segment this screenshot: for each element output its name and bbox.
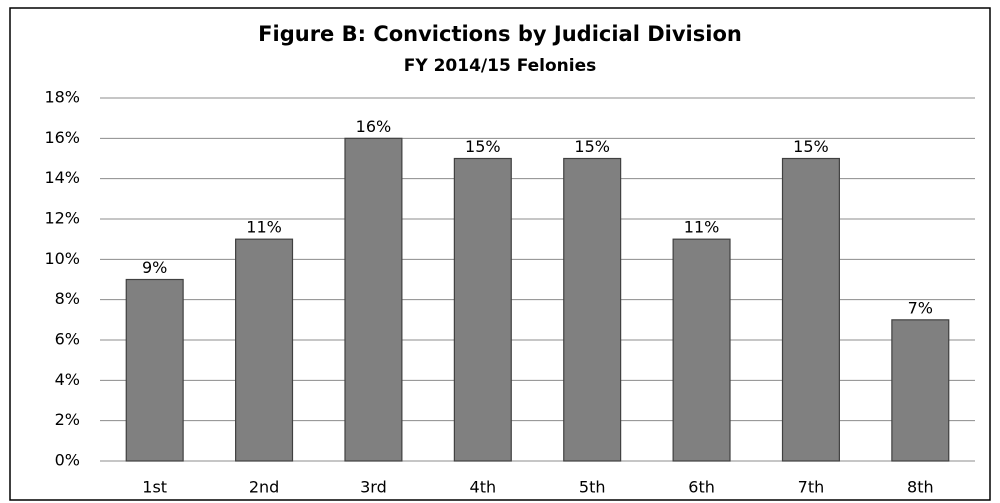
y-tick-label: 12% bbox=[44, 209, 80, 228]
x-tick-label: 6th bbox=[688, 478, 715, 497]
value-label: 16% bbox=[356, 117, 392, 136]
y-tick-label: 6% bbox=[55, 330, 80, 349]
bar bbox=[125, 278, 184, 462]
value-label: 15% bbox=[574, 137, 610, 156]
y-tick-label: 10% bbox=[44, 249, 80, 268]
bar bbox=[344, 137, 403, 462]
x-tick-label: 5th bbox=[579, 478, 606, 497]
bar bbox=[672, 238, 731, 462]
bar bbox=[453, 157, 512, 462]
value-label: 15% bbox=[793, 137, 829, 156]
bar bbox=[563, 157, 622, 462]
y-tick-label: 4% bbox=[55, 370, 80, 389]
y-tick-label: 18% bbox=[44, 88, 80, 107]
x-tick-label: 8th bbox=[907, 478, 934, 497]
bar bbox=[781, 157, 840, 462]
x-tick-label: 7th bbox=[798, 478, 825, 497]
y-tick-label: 8% bbox=[55, 289, 80, 308]
x-tick-label: 3rd bbox=[360, 478, 387, 497]
x-tick-label: 2nd bbox=[249, 478, 279, 497]
y-tick-label: 2% bbox=[55, 410, 80, 429]
value-label: 11% bbox=[246, 218, 282, 237]
bar bbox=[235, 238, 294, 462]
chart-title: Figure B: Convictions by Judicial Divisi… bbox=[258, 22, 742, 46]
x-tick-label: 1st bbox=[142, 478, 167, 497]
value-label: 9% bbox=[142, 258, 167, 277]
x-tick-label: 4th bbox=[470, 478, 497, 497]
y-tick-label: 0% bbox=[55, 451, 80, 470]
value-label: 11% bbox=[684, 218, 720, 237]
y-tick-label: 16% bbox=[44, 128, 80, 147]
value-label: 15% bbox=[465, 137, 501, 156]
y-tick-label: 14% bbox=[44, 168, 80, 187]
bar bbox=[891, 319, 950, 462]
value-label: 7% bbox=[908, 298, 933, 317]
chart-subtitle: FY 2014/15 Felonies bbox=[404, 56, 596, 76]
